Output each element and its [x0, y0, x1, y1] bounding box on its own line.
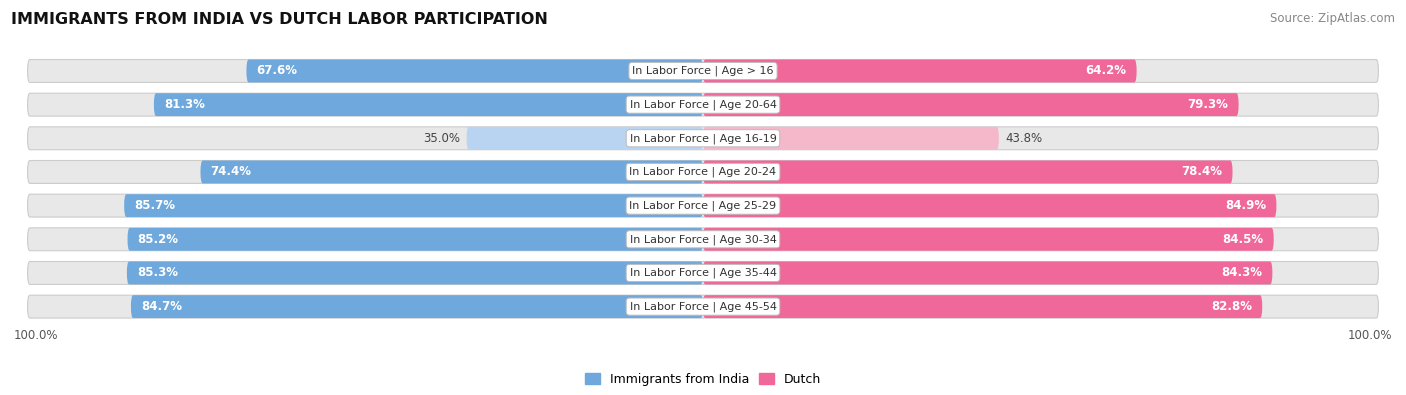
FancyBboxPatch shape [467, 127, 703, 150]
Text: 79.3%: 79.3% [1188, 98, 1229, 111]
FancyBboxPatch shape [28, 194, 1378, 217]
Text: 84.7%: 84.7% [141, 300, 181, 313]
Text: 84.3%: 84.3% [1222, 267, 1263, 279]
FancyBboxPatch shape [28, 93, 1378, 116]
Text: 100.0%: 100.0% [1347, 329, 1392, 342]
FancyBboxPatch shape [703, 295, 1263, 318]
FancyBboxPatch shape [128, 228, 703, 251]
Text: Source: ZipAtlas.com: Source: ZipAtlas.com [1270, 12, 1395, 25]
FancyBboxPatch shape [28, 127, 1378, 150]
Text: 67.6%: 67.6% [256, 64, 298, 77]
FancyBboxPatch shape [153, 93, 703, 116]
Text: 43.8%: 43.8% [1005, 132, 1043, 145]
FancyBboxPatch shape [201, 160, 703, 183]
FancyBboxPatch shape [28, 261, 1378, 284]
Text: In Labor Force | Age 20-64: In Labor Force | Age 20-64 [630, 100, 776, 110]
Text: 82.8%: 82.8% [1211, 300, 1253, 313]
Text: 35.0%: 35.0% [423, 132, 460, 145]
Text: IMMIGRANTS FROM INDIA VS DUTCH LABOR PARTICIPATION: IMMIGRANTS FROM INDIA VS DUTCH LABOR PAR… [11, 12, 548, 27]
FancyBboxPatch shape [703, 93, 1239, 116]
FancyBboxPatch shape [28, 295, 1378, 318]
Text: 84.5%: 84.5% [1222, 233, 1264, 246]
Text: 74.4%: 74.4% [211, 166, 252, 179]
Text: 100.0%: 100.0% [14, 329, 59, 342]
Text: 85.7%: 85.7% [135, 199, 176, 212]
FancyBboxPatch shape [131, 295, 703, 318]
Text: 64.2%: 64.2% [1085, 64, 1126, 77]
Text: In Labor Force | Age 25-29: In Labor Force | Age 25-29 [630, 200, 776, 211]
Text: 85.2%: 85.2% [138, 233, 179, 246]
FancyBboxPatch shape [703, 160, 1233, 183]
FancyBboxPatch shape [246, 60, 703, 83]
Text: 84.9%: 84.9% [1225, 199, 1267, 212]
Text: 81.3%: 81.3% [165, 98, 205, 111]
FancyBboxPatch shape [703, 261, 1272, 284]
Text: 78.4%: 78.4% [1181, 166, 1222, 179]
Text: In Labor Force | Age 16-19: In Labor Force | Age 16-19 [630, 133, 776, 143]
FancyBboxPatch shape [703, 194, 1277, 217]
FancyBboxPatch shape [703, 127, 998, 150]
FancyBboxPatch shape [28, 60, 1378, 83]
Text: In Labor Force | Age 30-34: In Labor Force | Age 30-34 [630, 234, 776, 245]
Text: In Labor Force | Age 35-44: In Labor Force | Age 35-44 [630, 268, 776, 278]
Text: In Labor Force | Age > 16: In Labor Force | Age > 16 [633, 66, 773, 76]
Text: In Labor Force | Age 20-24: In Labor Force | Age 20-24 [630, 167, 776, 177]
FancyBboxPatch shape [703, 228, 1274, 251]
FancyBboxPatch shape [28, 160, 1378, 183]
Text: 85.3%: 85.3% [136, 267, 179, 279]
FancyBboxPatch shape [124, 194, 703, 217]
FancyBboxPatch shape [703, 60, 1136, 83]
FancyBboxPatch shape [28, 228, 1378, 251]
Text: In Labor Force | Age 45-54: In Labor Force | Age 45-54 [630, 301, 776, 312]
FancyBboxPatch shape [127, 261, 703, 284]
Legend: Immigrants from India, Dutch: Immigrants from India, Dutch [579, 368, 827, 391]
